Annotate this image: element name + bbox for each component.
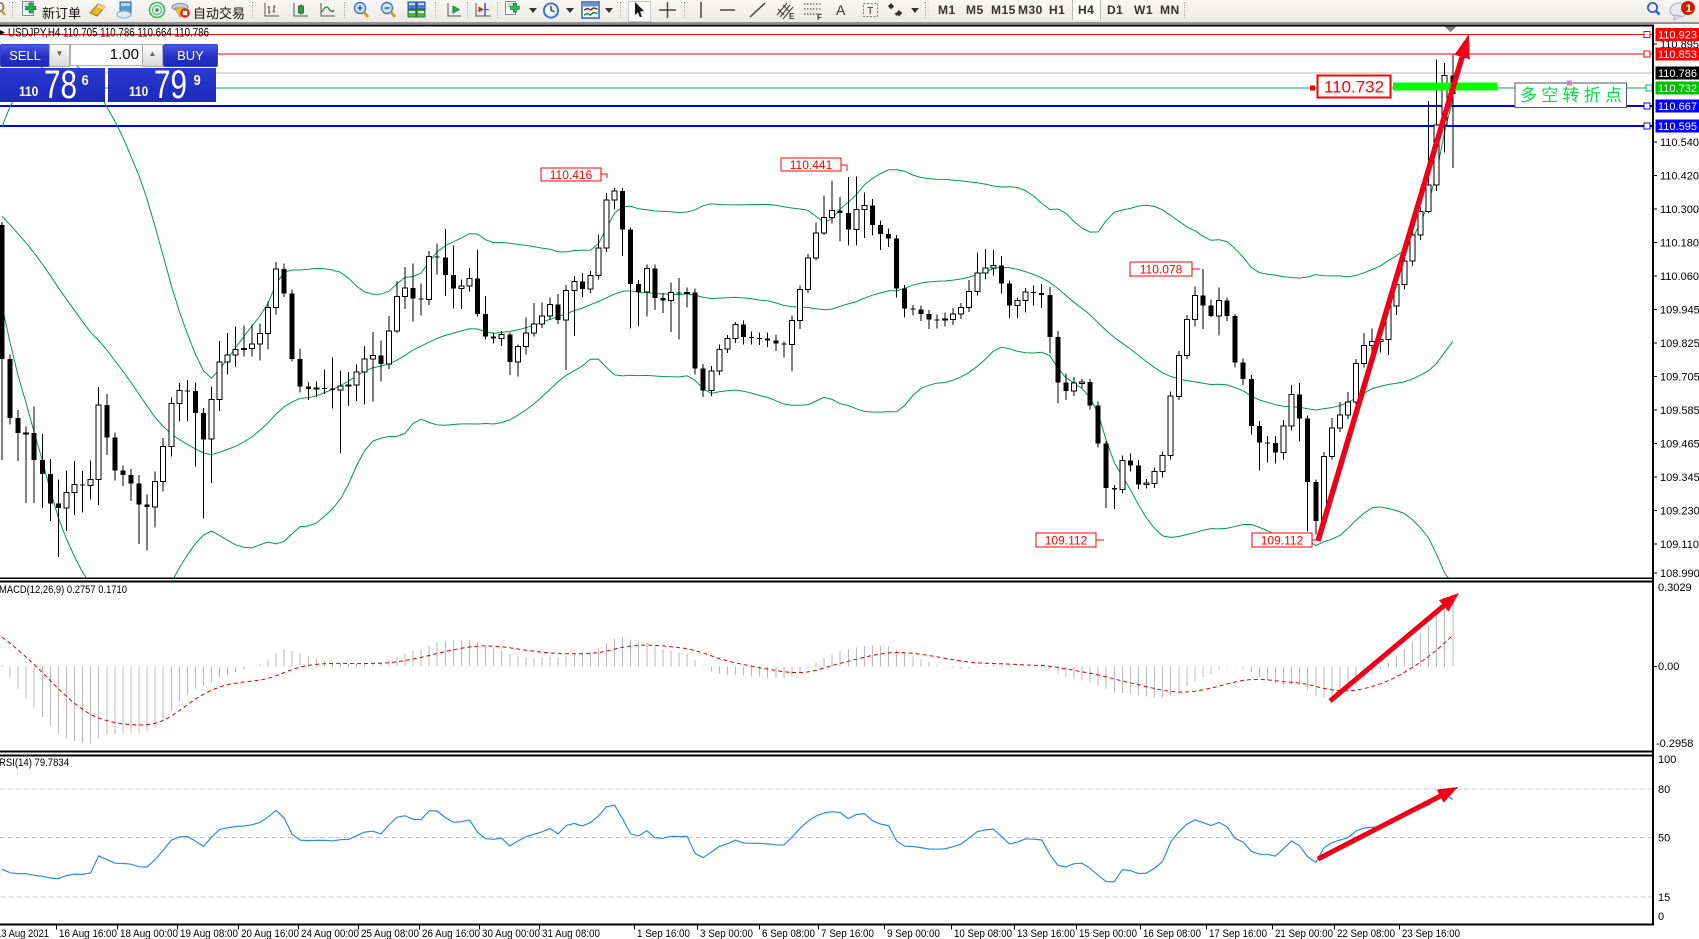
svg-text:13 Aug 2021: 13 Aug 2021 [0,928,49,939]
svg-text:30 Aug 00:00: 30 Aug 00:00 [482,928,540,939]
svg-text:F: F [817,13,822,21]
svg-text:100: 100 [1658,754,1676,766]
svg-text:0: 0 [1658,911,1664,923]
svg-text:23 Sep 16:00: 23 Sep 16:00 [1402,928,1460,939]
svg-text:19 Aug 08:00: 19 Aug 08:00 [180,928,238,939]
svg-text:109.825: 109.825 [1660,338,1699,350]
svg-text:110.441: 110.441 [790,158,833,172]
svg-text:31 Aug 08:00: 31 Aug 08:00 [542,928,600,939]
svg-text:多空转折点: 多空转折点 [1520,86,1622,105]
svg-text:1 Sep 16:00: 1 Sep 16:00 [637,928,690,939]
svg-text:24 Aug 00:00: 24 Aug 00:00 [301,928,359,939]
svg-text:T: T [867,5,874,17]
svg-text:RSI(14) 79.7834: RSI(14) 79.7834 [0,757,69,769]
svg-text:109.465: 109.465 [1660,438,1699,450]
svg-text:109.112: 109.112 [1045,533,1088,547]
svg-text:17 Sep 16:00: 17 Sep 16:00 [1209,928,1267,939]
svg-text:26 Aug 16:00: 26 Aug 16:00 [422,928,480,939]
svg-text:22 Sep 08:00: 22 Sep 08:00 [1337,928,1395,939]
svg-text:20 Aug 16:00: 20 Aug 16:00 [241,928,299,939]
svg-text:110.732: 110.732 [1658,83,1697,95]
svg-text:109.945: 109.945 [1660,304,1699,316]
svg-text:21 Sep 00:00: 21 Sep 00:00 [1275,928,1333,939]
svg-text:0.00: 0.00 [1658,661,1679,673]
svg-text:80: 80 [1658,784,1670,796]
svg-text:110.786: 110.786 [1658,68,1697,80]
svg-text:E: E [789,12,795,21]
svg-text:1: 1 [1686,3,1692,15]
svg-text:3 Sep 00:00: 3 Sep 00:00 [700,928,753,939]
svg-text:MACD(12,26,9) 0.2757 0.1710: MACD(12,26,9) 0.2757 0.1710 [0,584,127,596]
svg-text:110.180: 110.180 [1660,237,1699,249]
svg-text:USDJPY,H4 110.705 110.786 110: USDJPY,H4 110.705 110.786 110.664 110.78… [8,28,209,40]
svg-text:109.112: 109.112 [1261,533,1304,547]
svg-text:110.060: 110.060 [1660,271,1699,283]
svg-text:9 Sep 00:00: 9 Sep 00:00 [887,928,940,939]
svg-text:109.110: 109.110 [1660,539,1699,551]
svg-text:110.300: 110.300 [1660,204,1699,216]
svg-text:15: 15 [1658,892,1670,904]
svg-text:109.345: 109.345 [1660,472,1699,484]
svg-text:110.540: 110.540 [1660,137,1699,149]
svg-text:18 Aug 00:00: 18 Aug 00:00 [120,928,178,939]
svg-text:10 Sep 08:00: 10 Sep 08:00 [954,928,1012,939]
svg-text:7 Sep 16:00: 7 Sep 16:00 [821,928,874,939]
svg-text:110.078: 110.078 [1140,262,1183,276]
svg-text:110.595: 110.595 [1658,121,1697,133]
svg-text:110.420: 110.420 [1660,170,1699,182]
svg-text:-0.2958: -0.2958 [1656,738,1693,750]
svg-text:110.416: 110.416 [550,168,593,182]
svg-text:110.667: 110.667 [1658,101,1697,113]
svg-text:50: 50 [1658,833,1670,845]
svg-text:108.990: 108.990 [1660,568,1699,580]
svg-text:0.3029: 0.3029 [1658,582,1692,594]
svg-text:6 Sep 08:00: 6 Sep 08:00 [762,928,815,939]
svg-text:109.585: 109.585 [1660,405,1699,417]
svg-text:13 Sep 16:00: 13 Sep 16:00 [1017,928,1075,939]
svg-text:110.732: 110.732 [1324,78,1384,97]
svg-text:110.853: 110.853 [1658,49,1697,61]
svg-text:109.705: 109.705 [1660,371,1699,383]
svg-text:16 Sep 08:00: 16 Sep 08:00 [1143,928,1201,939]
svg-text:109.230: 109.230 [1660,505,1699,517]
svg-text:16 Aug 16:00: 16 Aug 16:00 [59,928,117,939]
svg-text:15 Sep 00:00: 15 Sep 00:00 [1079,928,1137,939]
svg-text:110.923: 110.923 [1658,30,1697,42]
svg-text:25 Aug 08:00: 25 Aug 08:00 [361,928,419,939]
